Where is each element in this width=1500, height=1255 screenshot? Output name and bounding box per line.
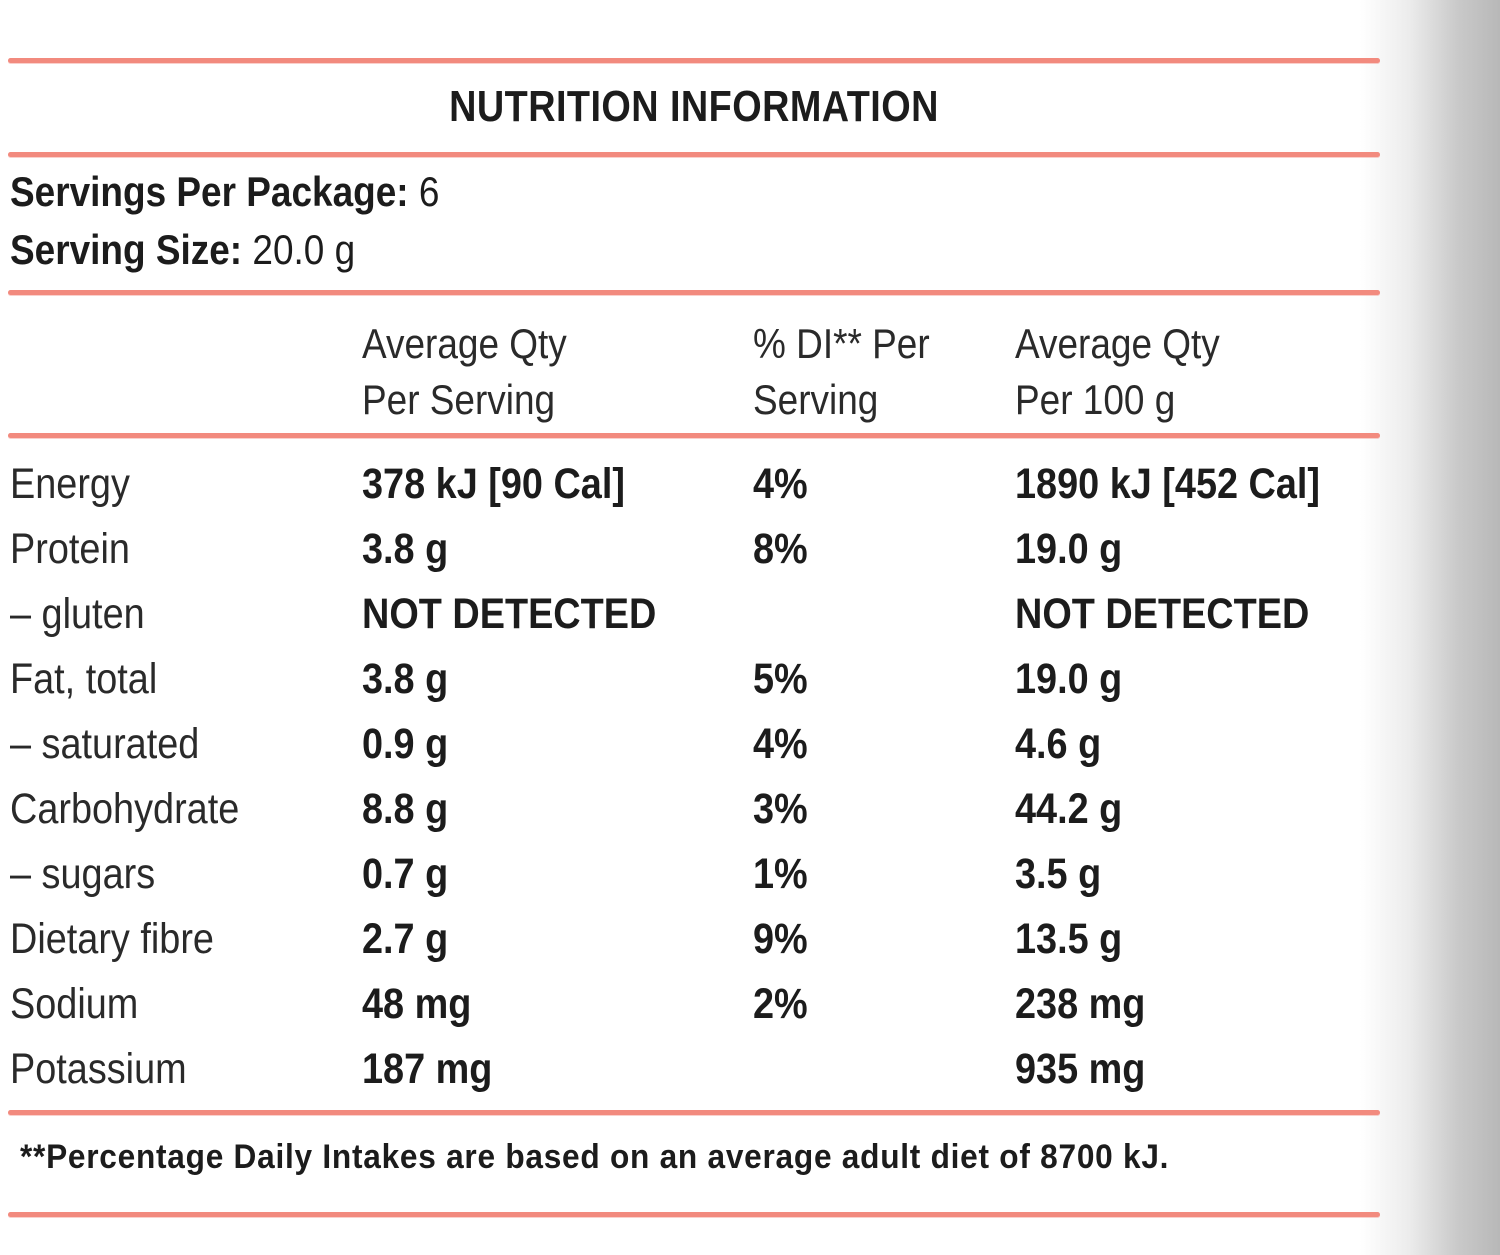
daily-intake-value: 4% <box>753 460 808 508</box>
servings-per-package: Servings Per Package: 6 <box>10 168 439 216</box>
nutrient-name: Fat, total <box>10 655 158 703</box>
footnote: **Percentage Daily Intakes are based on … <box>20 1138 1170 1176</box>
daily-intake-value: 8% <box>753 525 808 573</box>
per-serving-value: 2.7 g <box>362 915 449 963</box>
daily-intake-value: 2% <box>753 980 808 1028</box>
divider-table-bottom <box>8 1110 1380 1115</box>
per-100g-value: 1890 kJ [452 Cal] <box>1015 460 1321 508</box>
per-100g-value: 4.6 g <box>1015 720 1102 768</box>
column-header-line: Per Serving <box>362 376 556 423</box>
table-row: Fat, total 3.8 g 5% 19.0 g <box>0 647 1400 712</box>
servings-label: Servings Per Package: <box>10 168 409 215</box>
panel-title: NUTRITION INFORMATION <box>449 82 939 131</box>
per-serving-value: 3.8 g <box>362 525 449 573</box>
per-serving-value: 378 kJ [90 Cal] <box>362 460 625 508</box>
nutrient-name: Carbohydrate <box>10 785 240 833</box>
nutrient-name: Dietary fibre <box>10 915 214 963</box>
table-row: – gluten NOT DETECTED NOT DETECTED <box>0 582 1400 647</box>
table-row: – sugars 0.7 g 1% 3.5 g <box>0 842 1400 907</box>
page-shadow <box>1360 0 1500 1255</box>
table-row: – saturated 0.9 g 4% 4.6 g <box>0 712 1400 777</box>
per-100g-value: 19.0 g <box>1015 655 1123 703</box>
per-100g-value: 13.5 g <box>1015 915 1123 963</box>
per-100g-value: 238 mg <box>1015 980 1146 1028</box>
per-100g-value: 44.2 g <box>1015 785 1123 833</box>
per-100g-value: NOT DETECTED <box>1015 590 1310 638</box>
column-header-line: Average Qty <box>1015 320 1220 367</box>
column-header-per-serving: Average Qty Per Serving <box>362 316 567 428</box>
nutrient-name: Energy <box>10 460 130 508</box>
column-header-line: Serving <box>753 376 879 423</box>
per-100g-value: 19.0 g <box>1015 525 1123 573</box>
table-row: Potassium 187 mg 935 mg <box>0 1037 1400 1102</box>
per-serving-value: 8.8 g <box>362 785 449 833</box>
per-serving-value: 3.8 g <box>362 655 449 703</box>
column-header-per-100g: Average Qty Per 100 g <box>1015 316 1220 428</box>
column-header-line: Per 100 g <box>1015 376 1176 423</box>
table-row: Energy 378 kJ [90 Cal] 4% 1890 kJ [452 C… <box>0 452 1400 517</box>
per-100g-value: 3.5 g <box>1015 850 1102 898</box>
table-row: Sodium 48 mg 2% 238 mg <box>0 972 1400 1037</box>
daily-intake-value: 9% <box>753 915 808 963</box>
nutrient-name: – gluten <box>10 590 145 638</box>
nutrient-name: – sugars <box>10 850 156 898</box>
column-header-daily-intake: % DI** Per Serving <box>753 316 930 428</box>
table-row: Dietary fibre 2.7 g 9% 13.5 g <box>0 907 1400 972</box>
table-row: Carbohydrate 8.8 g 3% 44.2 g <box>0 777 1400 842</box>
per-100g-value: 935 mg <box>1015 1045 1146 1093</box>
daily-intake-value: 5% <box>753 655 808 703</box>
serving-size: Serving Size: 20.0 g <box>10 226 355 274</box>
divider-header <box>8 433 1380 438</box>
daily-intake-value: 1% <box>753 850 808 898</box>
divider-top <box>8 58 1380 63</box>
nutrient-name: Protein <box>10 525 130 573</box>
servings-value: 6 <box>418 168 440 215</box>
per-serving-value: 187 mg <box>362 1045 493 1093</box>
per-serving-value: 48 mg <box>362 980 472 1028</box>
per-serving-value: 0.7 g <box>362 850 449 898</box>
nutrient-table: Energy 378 kJ [90 Cal] 4% 1890 kJ [452 C… <box>0 452 1400 1102</box>
daily-intake-value: 4% <box>753 720 808 768</box>
divider-bottom <box>8 1212 1380 1217</box>
nutrient-name: – saturated <box>10 720 200 768</box>
nutrient-name: Sodium <box>10 980 139 1028</box>
column-header-line: % DI** Per <box>753 320 930 367</box>
divider-title <box>8 152 1380 157</box>
column-header-line: Average Qty <box>362 320 567 367</box>
nutrient-name: Potassium <box>10 1045 187 1093</box>
per-serving-value: 0.9 g <box>362 720 449 768</box>
daily-intake-value: 3% <box>753 785 808 833</box>
divider-servings <box>8 290 1380 295</box>
serving-size-value: 20.0 g <box>252 226 356 273</box>
serving-size-label: Serving Size: <box>10 226 243 273</box>
per-serving-value: NOT DETECTED <box>362 590 657 638</box>
table-row: Protein 3.8 g 8% 19.0 g <box>0 517 1400 582</box>
